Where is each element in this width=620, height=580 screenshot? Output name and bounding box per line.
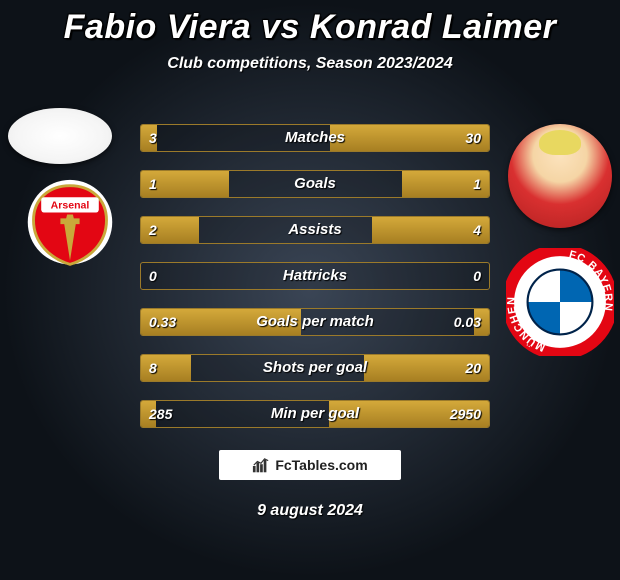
comparison-chart: 330Matches 11Goals 24Assists 00Hattricks 0.3…: [140, 124, 490, 446]
player-left-avatar: [8, 108, 112, 164]
stat-row: 00Hattricks: [140, 262, 490, 290]
stat-row: 330Matches: [140, 124, 490, 152]
stat-label: Goals per match: [141, 309, 489, 335]
watermark-text: FcTables.com: [275, 457, 367, 473]
club-badge-right: FC BAYERN MÜNCHEN: [506, 248, 614, 356]
stat-label: Min per goal: [141, 401, 489, 427]
date-label: 9 august 2024: [0, 502, 620, 520]
svg-text:Arsenal: Arsenal: [51, 200, 90, 212]
arsenal-badge-icon: Arsenal: [22, 178, 118, 274]
page-subtitle: Club competitions, Season 2023/2024: [0, 55, 620, 73]
stat-row: 2852950Min per goal: [140, 400, 490, 428]
club-badge-left: Arsenal: [22, 178, 118, 274]
stat-label: Assists: [141, 217, 489, 243]
page-title: Fabio Viera vs Konrad Laimer: [0, 0, 620, 47]
stat-row: 820Shots per goal: [140, 354, 490, 382]
player-right-avatar: [508, 124, 612, 228]
stat-row: 0.330.03Goals per match: [140, 308, 490, 336]
stat-label: Goals: [141, 171, 489, 197]
watermark: FcTables.com: [219, 450, 401, 480]
stat-label: Hattricks: [141, 263, 489, 289]
stat-label: Matches: [141, 125, 489, 151]
stat-label: Shots per goal: [141, 355, 489, 381]
fctables-logo-icon: [252, 457, 270, 473]
stat-row: 24Assists: [140, 216, 490, 244]
stat-row: 11Goals: [140, 170, 490, 198]
bayern-badge-icon: FC BAYERN MÜNCHEN: [506, 248, 614, 356]
